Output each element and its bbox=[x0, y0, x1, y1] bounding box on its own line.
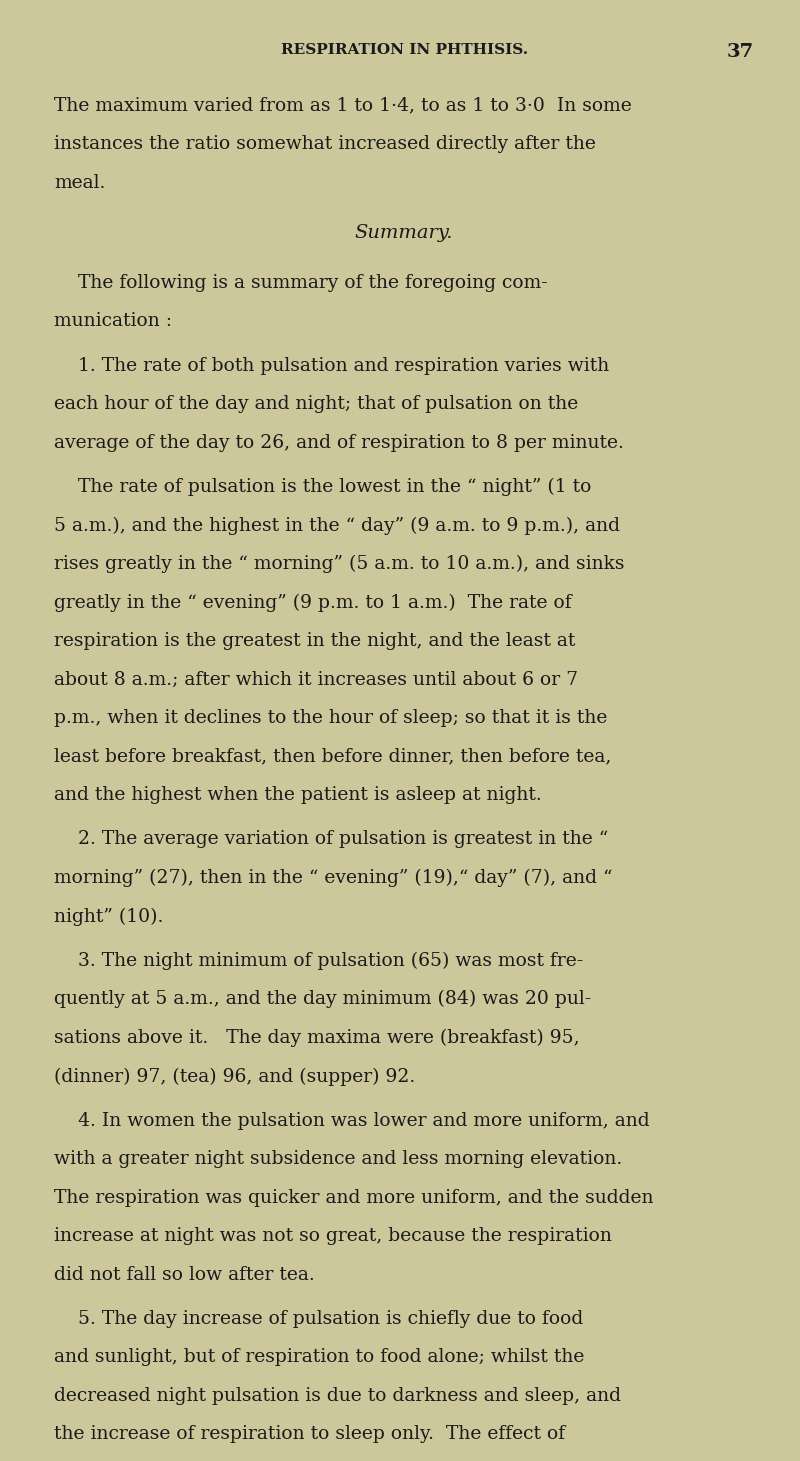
Text: Summary.: Summary. bbox=[355, 224, 454, 243]
Text: 3. The night minimum of pulsation (65) was most fre-: 3. The night minimum of pulsation (65) w… bbox=[54, 951, 584, 970]
Text: munication :: munication : bbox=[54, 313, 172, 330]
Text: 1. The rate of both pulsation and respiration varies with: 1. The rate of both pulsation and respir… bbox=[54, 356, 610, 374]
Text: did not fall so low after tea.: did not fall so low after tea. bbox=[54, 1265, 315, 1284]
Text: the increase of respiration to sleep only.  The effect of: the increase of respiration to sleep onl… bbox=[54, 1426, 566, 1443]
Text: rises greatly in the “ morning” (5 a.m. to 10 a.m.), and sinks: rises greatly in the “ morning” (5 a.m. … bbox=[54, 555, 625, 573]
Text: morning” (27), then in the “ evening” (19),“ day” (7), and “: morning” (27), then in the “ evening” (1… bbox=[54, 869, 613, 887]
Text: The rate of pulsation is the lowest in the “ night” (1 to: The rate of pulsation is the lowest in t… bbox=[54, 478, 592, 497]
Text: least before breakfast, then before dinner, then before tea,: least before breakfast, then before dinn… bbox=[54, 748, 612, 766]
Text: decreased night pulsation is due to darkness and sleep, and: decreased night pulsation is due to dark… bbox=[54, 1386, 622, 1405]
Text: 5. The day increase of pulsation is chiefly due to food: 5. The day increase of pulsation is chie… bbox=[54, 1311, 584, 1328]
Text: p.m., when it declines to the hour of sleep; so that it is the: p.m., when it declines to the hour of sl… bbox=[54, 709, 608, 728]
Text: The respiration was quicker and more uniform, and the sudden: The respiration was quicker and more uni… bbox=[54, 1189, 654, 1207]
Text: respiration is the greatest in the night, and the least at: respiration is the greatest in the night… bbox=[54, 633, 576, 650]
Text: about 8 a.m.; after which it increases until about 6 or 7: about 8 a.m.; after which it increases u… bbox=[54, 671, 578, 688]
Text: 4. In women the pulsation was lower and more uniform, and: 4. In women the pulsation was lower and … bbox=[54, 1112, 650, 1129]
Text: sations above it.   The day maxima were (breakfast) 95,: sations above it. The day maxima were (b… bbox=[54, 1029, 580, 1048]
Text: 37: 37 bbox=[726, 44, 754, 61]
Text: night” (10).: night” (10). bbox=[54, 907, 164, 926]
Text: instances the ratio somewhat increased directly after the: instances the ratio somewhat increased d… bbox=[54, 136, 596, 153]
Text: greatly in the “ evening” (9 p.m. to 1 a.m.)  The rate of: greatly in the “ evening” (9 p.m. to 1 a… bbox=[54, 593, 572, 612]
Text: and the highest when the patient is asleep at night.: and the highest when the patient is asle… bbox=[54, 786, 542, 804]
Text: increase at night was not so great, because the respiration: increase at night was not so great, beca… bbox=[54, 1227, 612, 1245]
Text: quently at 5 a.m., and the day minimum (84) was 20 pul-: quently at 5 a.m., and the day minimum (… bbox=[54, 991, 592, 1008]
Text: with a greater night subsidence and less morning elevation.: with a greater night subsidence and less… bbox=[54, 1150, 622, 1167]
Text: each hour of the day and night; that of pulsation on the: each hour of the day and night; that of … bbox=[54, 396, 578, 413]
Text: (dinner) 97, (tea) 96, and (supper) 92.: (dinner) 97, (tea) 96, and (supper) 92. bbox=[54, 1068, 416, 1086]
Text: meal.: meal. bbox=[54, 174, 106, 191]
Text: The maximum varied from as 1 to 1·4, to as 1 to 3·0  In some: The maximum varied from as 1 to 1·4, to … bbox=[54, 96, 632, 115]
Text: 5 a.m.), and the highest in the “ day” (9 a.m. to 9 p.m.), and: 5 a.m.), and the highest in the “ day” (… bbox=[54, 517, 620, 535]
Text: and sunlight, but of respiration to food alone; whilst the: and sunlight, but of respiration to food… bbox=[54, 1349, 585, 1366]
Text: average of the day to 26, and of respiration to 8 per minute.: average of the day to 26, and of respira… bbox=[54, 434, 624, 451]
Text: RESPIRATION IN PHTHISIS.: RESPIRATION IN PHTHISIS. bbox=[281, 44, 528, 57]
Text: The following is a summary of the foregoing com-: The following is a summary of the forego… bbox=[54, 273, 548, 292]
Text: 2. The average variation of pulsation is greatest in the “: 2. The average variation of pulsation is… bbox=[54, 830, 609, 849]
